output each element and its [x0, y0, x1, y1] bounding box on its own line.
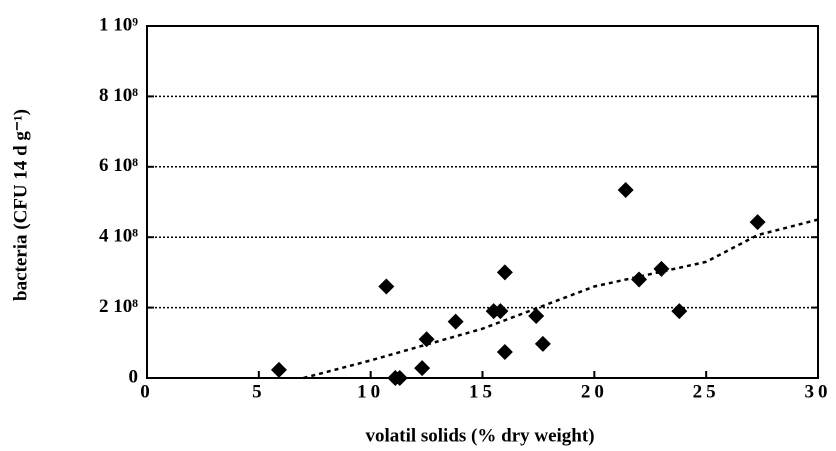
x-tick-label: 0	[140, 381, 154, 402]
y-tick-label: 6 10⁸	[99, 155, 138, 176]
data-point	[270, 361, 287, 378]
x-tick-label: 15	[469, 381, 496, 402]
y-tick-label: 4 10⁸	[99, 226, 138, 247]
x-tick-label: 25	[693, 381, 720, 402]
data-point	[378, 278, 395, 295]
trend-line	[303, 218, 819, 380]
y-tick-label: 8 10⁸	[99, 85, 138, 106]
data-point	[528, 308, 545, 325]
y-tick-label: 0	[129, 366, 139, 387]
data-point	[534, 335, 551, 352]
data-point	[496, 343, 513, 360]
data-point	[653, 260, 670, 277]
y-tick-label: 1 10⁹	[99, 14, 138, 35]
data-point	[631, 271, 648, 288]
y-axis-label: bacteria (CFU 14 d g⁻¹)	[10, 109, 31, 301]
x-axis-label: volatil solids (% dry weight)	[365, 425, 594, 446]
y-tick-label: 2 10⁸	[99, 296, 138, 317]
x-tick-label: 20	[581, 381, 608, 402]
x-tick-label: 30	[805, 381, 832, 402]
data-point	[447, 313, 464, 330]
data-point	[496, 264, 513, 281]
data-point	[414, 360, 431, 377]
plot-frame	[146, 25, 819, 379]
data-point	[492, 303, 509, 320]
data-point	[671, 303, 688, 320]
x-tick-label: 5	[252, 381, 266, 402]
x-tick-label: 10	[357, 381, 384, 402]
data-point	[617, 182, 634, 199]
data-point	[749, 214, 766, 231]
data-point	[391, 370, 408, 386]
